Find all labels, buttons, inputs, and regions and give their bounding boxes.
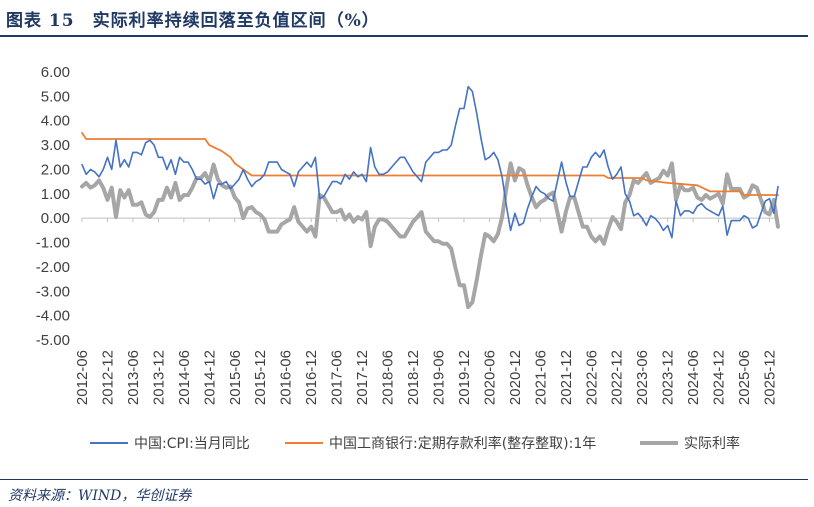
- x-tick-label: 2022-12: [609, 350, 626, 405]
- y-tick-label: -4.00: [36, 308, 70, 325]
- x-tick-label: 2025-06: [736, 350, 753, 405]
- series-line-2: [80, 161, 780, 310]
- source-rule: [0, 479, 808, 480]
- x-tick-label: 2022-06: [583, 350, 600, 405]
- x-tick-label: 2020-06: [481, 350, 498, 405]
- x-tick-label: 2017-12: [354, 350, 371, 405]
- x-tick-label: 2018-12: [405, 350, 422, 405]
- x-tick-label: 2018-06: [380, 350, 397, 405]
- y-axis: 6.00 5.00 4.00 3.00 2.00 1.00 0.00 -1.00 -2.00 -3…: [36, 64, 70, 349]
- series-line-0: [81, 85, 779, 239]
- y-tick-label: 0.00: [41, 210, 70, 227]
- x-tick-label: 2013-12: [150, 350, 167, 405]
- series-lines: [80, 85, 780, 310]
- y-tick-label: 2.00: [41, 161, 70, 178]
- x-tick-label: 2024-06: [685, 350, 702, 405]
- y-tick-label: -5.00: [36, 332, 70, 349]
- source-note: 资料来源：WIND，华创证券: [8, 488, 192, 504]
- x-tick-label: 2012-12: [99, 350, 116, 405]
- legend-label-0: 中国:CPI:当月同比: [134, 436, 250, 452]
- line-chart: 6.00 5.00 4.00 3.00 2.00 1.00 0.00 -1.00 -2.00 -3…: [36, 64, 780, 452]
- x-axis: 2012-06 2012-12 2013-06 2013-12 2014-06 2014-…: [74, 218, 779, 405]
- x-tick-label: 2015-06: [227, 350, 244, 405]
- x-tick-label: 2019-12: [456, 350, 473, 405]
- x-tick-label: 2016-06: [278, 350, 295, 405]
- x-tick-label: 2016-12: [303, 350, 320, 405]
- figure-title: 图表 15 实际利率持续回落至负值区间（%）: [6, 11, 380, 31]
- y-tick-label: 5.00: [41, 88, 70, 105]
- x-tick-label: 2014-06: [176, 350, 193, 405]
- x-tick-label: 2020-12: [507, 350, 524, 405]
- y-tick-label: 3.00: [41, 137, 70, 154]
- y-tick-label: -1.00: [36, 235, 70, 252]
- x-tick-label: 2014-12: [201, 350, 218, 405]
- x-tick-label: 2024-12: [711, 350, 728, 405]
- x-tick-label: 2021-06: [532, 350, 549, 405]
- x-tick-label: 2013-06: [125, 350, 142, 405]
- y-tick-label: -3.00: [36, 283, 70, 300]
- y-tick-label: 6.00: [41, 64, 70, 81]
- legend-label-2: 实际利率: [684, 435, 740, 452]
- title-rule: [0, 35, 808, 37]
- x-tick-label: 2023-06: [634, 350, 651, 405]
- y-tick-label: 1.00: [41, 186, 70, 203]
- x-tick-label: 2017-06: [329, 350, 346, 405]
- x-tick-label: 2012-06: [74, 350, 91, 405]
- x-tick-label: 2025-12: [762, 350, 779, 405]
- x-tick-label: 2021-12: [558, 350, 575, 405]
- x-tick-label: 2023-12: [660, 350, 677, 405]
- legend-label-1: 中国工商银行:定期存款利率(整存整取):1年: [329, 435, 596, 452]
- series-line-1: [81, 132, 779, 196]
- y-tick-label: -2.00: [36, 259, 70, 276]
- y-tick-label: 4.00: [41, 113, 70, 130]
- legend: 中国:CPI:当月同比 中国工商银行:定期存款利率(整存整取):1年 实际利率: [90, 435, 740, 452]
- x-tick-label: 2019-06: [430, 350, 447, 405]
- x-tick-label: 2015-12: [252, 350, 269, 405]
